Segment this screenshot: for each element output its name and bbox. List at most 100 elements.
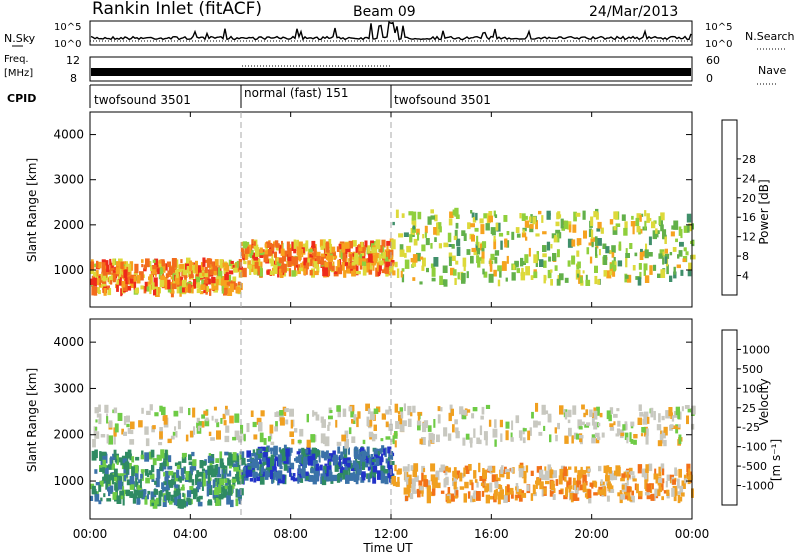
heatmap-cell — [274, 240, 279, 246]
colorbar-tick-label: 4 — [742, 270, 749, 283]
heatmap-cell — [417, 232, 420, 241]
heatmap-cell — [641, 468, 646, 478]
heatmap-cell — [219, 259, 224, 269]
heatmap-cell — [324, 261, 329, 268]
heatmap-cell — [236, 455, 239, 462]
heatmap-cell — [466, 271, 469, 279]
heatmap-cell — [358, 449, 363, 457]
heatmap-cell — [588, 242, 592, 246]
heatmap-cell — [528, 216, 532, 223]
heatmap-cell — [262, 471, 267, 477]
heatmap-cell — [470, 440, 473, 448]
heatmap-cell — [102, 272, 107, 282]
cpid-seg-1: twofsound 3501 — [94, 93, 191, 107]
heatmap-cell — [474, 227, 479, 232]
heatmap-cell — [183, 500, 187, 508]
heatmap-cell — [249, 456, 252, 462]
heatmap-cell — [209, 465, 213, 474]
heatmap-cell — [482, 469, 487, 479]
freq-tick-low: 8 — [70, 72, 77, 85]
heatmap-cell — [327, 424, 330, 431]
heatmap-cell — [671, 425, 677, 429]
heatmap-cell — [236, 459, 240, 470]
heatmap-cell — [322, 469, 325, 474]
heatmap-cell — [258, 448, 263, 452]
heatmap-cell — [250, 410, 254, 417]
heatmap-cell — [638, 404, 642, 411]
heatmap-cell — [549, 490, 554, 497]
heatmap-cell — [112, 472, 117, 482]
heatmap-cell — [377, 470, 382, 480]
heatmap-cell — [90, 495, 94, 501]
heatmap-cell — [124, 489, 130, 495]
heatmap-cell — [344, 446, 347, 455]
heatmap-cell — [421, 465, 425, 473]
heatmap-cell — [686, 213, 692, 223]
heatmap-cell — [598, 465, 602, 472]
heatmap-cell — [337, 446, 341, 454]
heatmap-cell — [221, 469, 227, 479]
heatmap-cell — [306, 413, 309, 423]
heatmap-cell — [251, 244, 255, 249]
heatmap-cell — [673, 266, 676, 275]
heatmap-cell — [515, 262, 519, 268]
heatmap-cell — [464, 481, 469, 489]
heatmap-cell — [107, 269, 112, 275]
heatmap-cell — [279, 410, 284, 416]
heatmap-cell — [213, 468, 216, 472]
heatmap-cell — [368, 269, 373, 275]
heatmap-cell — [287, 258, 292, 268]
heatmap-cell — [286, 260, 289, 265]
heatmap-cell — [659, 433, 664, 444]
heatmap-cell — [402, 420, 407, 427]
heatmap-cell — [97, 261, 102, 269]
heatmap-cell — [337, 472, 343, 480]
heatmap-cell — [116, 261, 121, 271]
heatmap-cell — [452, 480, 455, 487]
heatmap-cell — [209, 269, 214, 275]
heatmap-cell — [276, 411, 281, 417]
heatmap-cell — [164, 282, 169, 290]
heatmap-cell — [294, 478, 299, 482]
heatmap-cell — [131, 456, 135, 463]
heatmap-cell — [476, 235, 479, 246]
heatmap-cell — [611, 245, 616, 253]
heatmap-cell — [686, 415, 689, 425]
heatmap-cell — [266, 241, 271, 248]
heatmap-cell — [453, 474, 458, 483]
heatmap-cell — [141, 259, 144, 263]
heatmap-cell — [462, 437, 466, 446]
heatmap-cell — [411, 490, 417, 494]
heatmap-cell — [301, 472, 306, 479]
heatmap-cell — [423, 467, 426, 473]
heatmap-cell — [223, 465, 226, 474]
heatmap-cell — [447, 467, 451, 473]
heatmap-cell — [344, 430, 349, 439]
heatmap-cell — [249, 477, 253, 482]
y-tick-label: 3000 — [53, 173, 84, 187]
heatmap-cell — [593, 410, 598, 420]
heatmap-cell — [315, 450, 321, 457]
heatmap-cell — [151, 273, 153, 283]
heatmap-cell — [187, 283, 192, 293]
heatmap-cell — [286, 241, 290, 250]
heatmap-cell — [648, 463, 653, 472]
heatmap-cell — [511, 231, 515, 240]
heatmap-cell — [536, 466, 541, 473]
heatmap-cell — [110, 280, 113, 285]
heatmap-cell — [320, 245, 324, 250]
heatmap-cell — [400, 270, 403, 278]
heatmap-cell — [421, 244, 426, 252]
heatmap-cell — [95, 419, 98, 423]
heatmap-cell — [139, 478, 142, 488]
heatmap-cell — [625, 257, 628, 268]
heatmap-cell — [170, 435, 175, 440]
heatmap-cell — [180, 259, 183, 264]
heatmap-cell — [645, 243, 648, 253]
heatmap-cell — [181, 457, 187, 463]
heatmap-cell — [102, 459, 106, 469]
heatmap-cell — [498, 491, 503, 499]
heatmap-cell — [579, 276, 583, 284]
heatmap-cell — [201, 482, 204, 491]
heatmap-cell — [296, 451, 301, 455]
